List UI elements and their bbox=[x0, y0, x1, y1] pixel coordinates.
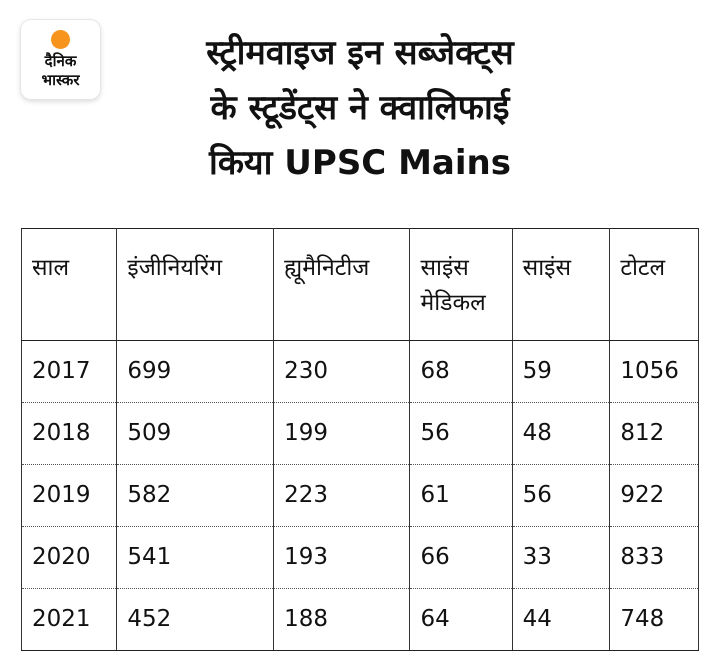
table-cell-humanities: 193 bbox=[273, 526, 411, 589]
table-cell-engineering: 509 bbox=[116, 402, 275, 465]
table-row: 2018 509 199 56 48 812 bbox=[20, 402, 699, 465]
title-line-3: किया UPSC Mains bbox=[209, 143, 511, 183]
table-cell-engineering: 582 bbox=[116, 464, 275, 527]
table-cell-year: 2019 bbox=[20, 464, 118, 527]
table-cell-engineering: 699 bbox=[116, 340, 275, 403]
column-header-engineering: इंजीनियरिंग bbox=[116, 228, 275, 341]
table-cell-science: 59 bbox=[511, 340, 611, 403]
table-cell-science-medical: 64 bbox=[409, 588, 513, 651]
table-cell-science-medical: 66 bbox=[409, 526, 513, 589]
table-cell-science: 33 bbox=[511, 526, 611, 589]
title-line-2: के स्टूडेंट्स ने क्वालिफाई bbox=[210, 88, 510, 128]
sun-icon bbox=[51, 30, 70, 49]
table-cell-science-medical: 56 bbox=[409, 402, 513, 465]
table-cell-humanities: 223 bbox=[273, 464, 411, 527]
table-cell-humanities: 199 bbox=[273, 402, 411, 465]
table-cell-humanities: 188 bbox=[273, 588, 411, 651]
table-header-row: साल इंजीनियरिंग ह्यूमैनिटीज साइंस मेडिकल… bbox=[20, 228, 699, 341]
logo-text-line2: भास्कर bbox=[41, 71, 80, 89]
table-cell-year: 2020 bbox=[20, 526, 118, 589]
table-cell-year: 2021 bbox=[20, 588, 118, 651]
results-table: साल इंजीनियरिंग ह्यूमैनिटीज साइंस मेडिकल… bbox=[20, 228, 699, 651]
table-row: 2017 699 230 68 59 1056 bbox=[20, 340, 699, 403]
table-cell-science: 44 bbox=[511, 588, 611, 651]
table-row: 2020 541 193 66 33 833 bbox=[20, 526, 699, 589]
logo-text-line1: दैनिक bbox=[44, 52, 77, 70]
table-cell-science: 56 bbox=[511, 464, 611, 527]
table-row: 2019 582 223 61 56 922 bbox=[20, 464, 699, 527]
table-cell-total: 922 bbox=[609, 464, 699, 527]
table-cell-total: 833 bbox=[609, 526, 699, 589]
table-cell-science-medical: 61 bbox=[409, 464, 513, 527]
table-cell-year: 2017 bbox=[20, 340, 118, 403]
table-cell-total: 1056 bbox=[609, 340, 699, 403]
table-cell-total: 812 bbox=[609, 402, 699, 465]
table-cell-total: 748 bbox=[609, 588, 699, 651]
title-line-1: स्ट्रीमवाइज इन सब्जेक्ट्स bbox=[206, 33, 514, 73]
table-cell-year: 2018 bbox=[20, 402, 118, 465]
table-cell-engineering: 541 bbox=[116, 526, 275, 589]
column-header-science: साइंस bbox=[511, 228, 611, 341]
table-row: 2021 452 188 64 44 748 bbox=[20, 588, 699, 651]
table-cell-engineering: 452 bbox=[116, 588, 275, 651]
column-header-humanities: ह्यूमैनिटीज bbox=[273, 228, 411, 341]
column-header-science-medical: साइंस मेडिकल bbox=[409, 228, 513, 341]
page-title: स्ट्रीमवाइज इन सब्जेक्ट्स के स्टूडेंट्स … bbox=[110, 26, 610, 191]
table-cell-science-medical: 68 bbox=[409, 340, 513, 403]
table-cell-science: 48 bbox=[511, 402, 611, 465]
column-header-year: साल bbox=[20, 228, 118, 341]
dainik-bhaskar-logo: दैनिक भास्कर bbox=[21, 20, 100, 99]
table-cell-humanities: 230 bbox=[273, 340, 411, 403]
column-header-total: टोटल bbox=[609, 228, 699, 341]
